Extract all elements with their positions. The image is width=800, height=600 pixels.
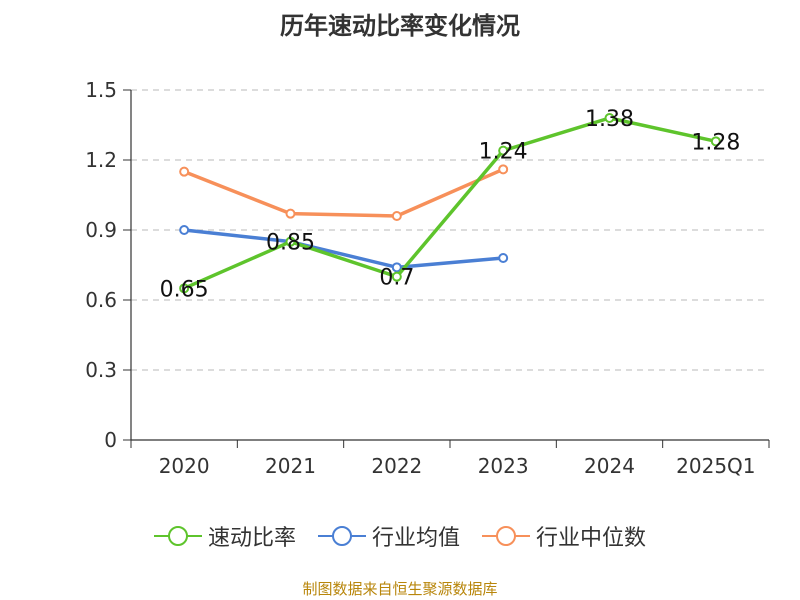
data-point [179,225,190,235]
data-label: 0.7 [379,266,414,291]
x-tick-label: 2024 [584,454,635,478]
legend: 速动比率 行业均值 行业中位数 [0,520,800,552]
x-tick-label: 2021 [265,454,316,478]
y-tick-label: 0.9 [85,218,117,242]
data-label: 1.24 [479,140,528,165]
series-line-1 [183,228,504,270]
y-tick-label: 1.5 [85,78,117,102]
data-point [391,211,402,221]
legend-swatch-icon [317,526,366,546]
data-point [285,236,296,247]
y-tick-label: 0 [104,428,117,452]
data-point [498,253,509,263]
x-tick-label: 2020 [159,454,210,478]
series-line-2 [183,167,504,218]
data-point [391,262,402,273]
y-tick-label: 0.3 [85,358,117,382]
series-layer [179,113,721,294]
x-tick-label: 2025Q1 [676,454,755,478]
data-label: 0.65 [160,277,209,302]
data-label: 1.28 [691,130,740,155]
data-point [710,136,721,147]
legend-item[interactable]: 速动比率 [153,520,296,552]
data-point [498,145,509,156]
x-tick-label: 2023 [478,454,529,478]
data-point [285,208,296,219]
y-tick-label: 0.6 [85,288,117,312]
data-point [179,166,190,177]
legend-item[interactable]: 行业均值 [317,520,460,552]
x-tick-label: 2022 [371,454,422,478]
series-line-0 [183,116,717,290]
data-point [498,164,509,175]
legend-label: 行业均值 [371,526,460,551]
data-label-layer: 0.65 0.85 0.7 1.24 1.38 1.28 [160,107,741,302]
grid-layer [131,89,769,371]
data-label: 1.38 [585,107,634,132]
legend-swatch-icon [153,526,202,546]
y-tick-label: 1.2 [85,148,117,172]
legend-swatch-icon [482,526,530,546]
source-note: 制图数据来自恒生聚源数据库 [302,580,498,598]
legend-item[interactable]: 行业中位数 [482,520,646,552]
data-point [604,113,615,123]
legend-label: 行业中位数 [536,526,647,551]
legend-label: 速动比率 [207,526,296,551]
data-label: 0.85 [266,231,315,256]
axis-layer: 0 0.3 0.6 0.9 1.2 1.5 2020 2021 2022 2023 2024 2025… [85,78,770,478]
data-point [391,271,402,282]
data-point [179,283,190,294]
chart-title: 历年速动比率变化情况 [280,12,520,40]
